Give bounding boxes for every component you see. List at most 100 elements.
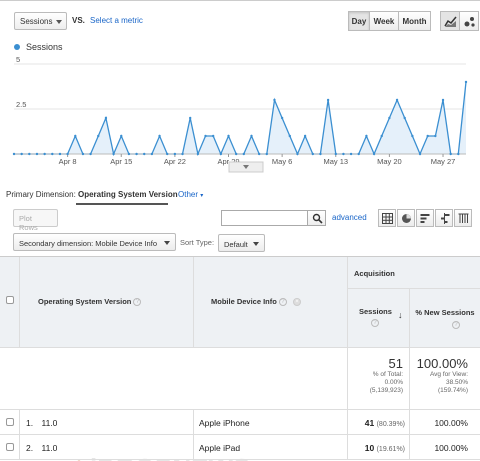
- row-1-checkbox[interactable]: [6, 418, 14, 426]
- data-point[interactable]: [104, 116, 108, 120]
- header-mobile-device[interactable]: Mobile Device Info ? ×: [194, 257, 348, 348]
- header-mobile-device-label: Mobile Device Info ? ×: [211, 297, 302, 306]
- data-point[interactable]: [204, 134, 207, 138]
- help-icon[interactable]: ?: [371, 319, 379, 327]
- data-point[interactable]: [219, 152, 223, 156]
- data-point[interactable]: [380, 134, 383, 138]
- header-new-sessions[interactable]: % New Sessions ?: [410, 289, 480, 348]
- period-month-button[interactable]: Month: [398, 11, 431, 31]
- data-point[interactable]: [97, 134, 100, 138]
- data-point[interactable]: [296, 152, 299, 156]
- data-point[interactable]: [265, 152, 269, 156]
- data-point[interactable]: [173, 152, 177, 156]
- data-point[interactable]: [441, 98, 445, 102]
- data-point[interactable]: [334, 152, 337, 156]
- data-point[interactable]: [250, 134, 253, 138]
- data-point[interactable]: [43, 152, 46, 156]
- data-point[interactable]: [112, 152, 115, 156]
- view-comparison-button[interactable]: [435, 209, 453, 227]
- data-point[interactable]: [120, 134, 123, 138]
- data-point[interactable]: [349, 152, 353, 156]
- period-day-button[interactable]: Day: [348, 11, 370, 31]
- view-table-button[interactable]: [378, 209, 396, 227]
- data-point[interactable]: [51, 152, 54, 156]
- view-performance-button[interactable]: [416, 209, 434, 227]
- data-point[interactable]: [135, 152, 138, 156]
- data-point[interactable]: [418, 152, 422, 156]
- advanced-filter-link[interactable]: advanced: [332, 213, 367, 222]
- data-point[interactable]: [196, 152, 200, 156]
- header-sessions[interactable]: Sessions ? ↓: [348, 289, 410, 348]
- table-search-input[interactable]: [221, 210, 308, 226]
- data-point[interactable]: [411, 134, 414, 138]
- data-point[interactable]: [127, 152, 131, 156]
- data-point[interactable]: [74, 134, 77, 138]
- data-point[interactable]: [189, 116, 192, 120]
- row-1-os-link[interactable]: 11.0: [41, 418, 58, 428]
- view-pie-button[interactable]: [397, 209, 415, 227]
- metric-select[interactable]: Sessions: [14, 12, 67, 30]
- dimension-os-version[interactable]: Operating System Version: [78, 190, 178, 199]
- data-point[interactable]: [143, 152, 146, 156]
- data-point[interactable]: [464, 80, 468, 84]
- data-point[interactable]: [257, 152, 261, 156]
- row-2-os-link[interactable]: 11.0: [41, 443, 58, 453]
- data-point[interactable]: [426, 134, 429, 138]
- data-point[interactable]: [81, 152, 85, 156]
- data-point[interactable]: [326, 98, 330, 102]
- data-point[interactable]: [12, 152, 16, 156]
- view-pivot-button[interactable]: [454, 209, 472, 227]
- data-point[interactable]: [242, 152, 246, 156]
- data-point[interactable]: [365, 134, 368, 138]
- data-point[interactable]: [303, 134, 307, 138]
- secondary-dimension-select[interactable]: Secondary dimension: Mobile Device Info: [13, 233, 176, 251]
- data-point[interactable]: [158, 134, 161, 138]
- data-point[interactable]: [211, 134, 215, 138]
- data-point[interactable]: [150, 152, 154, 156]
- sort-type-select[interactable]: Default: [218, 234, 265, 252]
- row-1-device-link[interactable]: Apple iPhone: [199, 418, 250, 428]
- select-all-checkbox[interactable]: [6, 296, 14, 304]
- data-point[interactable]: [372, 152, 376, 156]
- header-os-version[interactable]: Operating System Version ?: [20, 257, 194, 348]
- line-chart-button[interactable]: [440, 11, 460, 31]
- data-point[interactable]: [434, 134, 437, 138]
- data-point[interactable]: [66, 152, 69, 156]
- plot-rows-button[interactable]: Plot Rows: [13, 209, 58, 232]
- remove-dimension-icon[interactable]: ×: [293, 298, 302, 306]
- data-point[interactable]: [457, 152, 460, 156]
- data-point[interactable]: [395, 98, 399, 102]
- data-point[interactable]: [449, 152, 452, 156]
- row-2-checkbox[interactable]: [6, 443, 14, 451]
- data-point[interactable]: [227, 134, 230, 138]
- select-metric-link[interactable]: Select a metric: [90, 16, 143, 25]
- row-2-device-link[interactable]: Apple iPad: [199, 443, 241, 453]
- data-point[interactable]: [181, 152, 184, 156]
- help-icon[interactable]: ?: [133, 298, 142, 306]
- row-1-sessions-value: 41: [364, 418, 375, 428]
- motion-chart-button[interactable]: [459, 11, 479, 31]
- help-icon[interactable]: ?: [278, 298, 287, 306]
- data-point[interactable]: [288, 134, 291, 138]
- data-point[interactable]: [311, 152, 314, 156]
- search-button[interactable]: [307, 210, 326, 226]
- dimension-other-link[interactable]: Other ▾: [178, 190, 203, 199]
- period-week-button[interactable]: Week: [369, 11, 399, 31]
- data-point[interactable]: [35, 152, 39, 156]
- data-point[interactable]: [89, 152, 92, 156]
- data-point[interactable]: [234, 152, 238, 156]
- data-point[interactable]: [342, 152, 345, 156]
- data-point[interactable]: [20, 152, 23, 156]
- data-point[interactable]: [357, 152, 360, 156]
- help-icon[interactable]: ?: [452, 321, 460, 329]
- active-dimension-underline: [76, 203, 168, 205]
- data-point[interactable]: [403, 116, 406, 120]
- data-point[interactable]: [28, 152, 31, 156]
- data-point[interactable]: [319, 152, 322, 156]
- data-point[interactable]: [166, 152, 169, 156]
- data-point[interactable]: [273, 98, 276, 102]
- data-point[interactable]: [58, 152, 62, 156]
- row-1-sessions-pct: (80.39%): [376, 421, 405, 428]
- data-point[interactable]: [388, 116, 391, 120]
- data-point[interactable]: [280, 116, 284, 120]
